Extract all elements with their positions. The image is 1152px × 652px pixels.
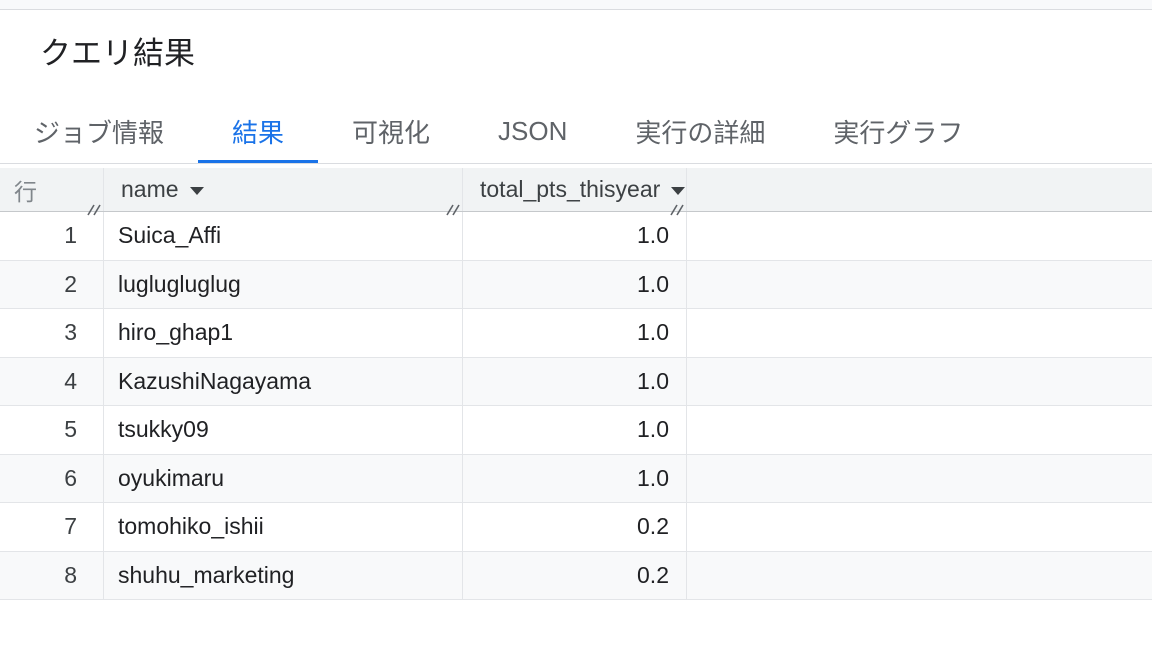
column-resize-handle[interactable]	[669, 197, 685, 216]
column-total-pts-label: total_pts_thisyear	[480, 176, 661, 202]
table-row: 7 tomohiko_ishii 0.2	[0, 503, 1152, 552]
row-number-cell: 1	[0, 212, 104, 260]
name-cell: shuhu_marketing	[104, 551, 463, 599]
tab-job-info[interactable]: ジョブ情報	[34, 118, 165, 148]
table-header-row: 行 name	[0, 168, 1152, 216]
name-cell: tsukky09	[104, 406, 463, 454]
tab-json[interactable]: JSON	[498, 116, 568, 146]
row-number-cell: 3	[0, 309, 104, 357]
row-number-cell: 4	[0, 357, 104, 405]
tab-results[interactable]: 結果	[198, 100, 319, 163]
name-cell: luglugluglug	[104, 260, 463, 308]
row-number-cell: 6	[0, 454, 104, 502]
total-pts-cell: 1.0	[463, 260, 687, 308]
name-cell: oyukimaru	[104, 454, 463, 502]
row-filler	[687, 406, 1152, 454]
table-header-filler	[687, 168, 1152, 211]
tab-execution-details[interactable]: 実行の詳細	[635, 118, 766, 148]
table-row: 6 oyukimaru 1.0	[0, 454, 1152, 503]
tab-execution-graph[interactable]: 実行グラフ	[833, 118, 964, 148]
table-row: 3 hiro_ghap1 1.0	[0, 309, 1152, 358]
row-filler	[687, 212, 1152, 260]
row-filler	[687, 309, 1152, 357]
row-filler	[687, 552, 1152, 600]
total-pts-cell: 0.2	[463, 551, 687, 599]
name-cell: KazushiNagayama	[104, 357, 463, 405]
row-filler	[687, 261, 1152, 309]
column-name-label: name	[121, 176, 179, 202]
row-filler	[687, 503, 1152, 551]
row-number-cell: 8	[0, 551, 104, 599]
column-resize-handle[interactable]	[445, 197, 461, 216]
results-table: 行 name	[0, 168, 1152, 600]
name-cell: hiro_ghap1	[104, 309, 463, 357]
table-row: 5 tsukky09 1.0	[0, 406, 1152, 455]
column-header-name: name	[104, 168, 463, 216]
panel-top-divider	[0, 0, 1152, 10]
row-filler	[687, 455, 1152, 503]
name-cell: tomohiko_ishii	[104, 503, 463, 551]
name-cell: Suica_Affi	[104, 212, 463, 260]
row-number-cell: 2	[0, 260, 104, 308]
caret-down-icon	[671, 187, 686, 195]
column-header-total-pts-thisyear: total_pts_thisyear	[463, 168, 687, 216]
row-header-label: 行	[14, 178, 37, 205]
total-pts-cell: 1.0	[463, 309, 687, 357]
table-row: 2 luglugluglug 1.0	[0, 260, 1152, 309]
total-pts-cell: 0.2	[463, 503, 687, 551]
page-title: クエリ結果	[40, 36, 195, 71]
total-pts-cell: 1.0	[463, 357, 687, 405]
table-row: 4 KazushiNagayama 1.0	[0, 357, 1152, 406]
results-tabbar: ジョブ情報 結果 可視化 JSON 実行の詳細 実行グラフ	[0, 100, 1152, 164]
caret-down-icon	[189, 187, 204, 195]
table-body: 1 Suica_Affi 1.0 2 luglugluglug 1.0 3 hi…	[0, 212, 1152, 600]
column-header-row-number: 行	[0, 168, 104, 216]
column-resize-handle[interactable]	[86, 197, 102, 216]
total-pts-cell: 1.0	[463, 454, 687, 502]
total-pts-cell: 1.0	[463, 406, 687, 454]
table-row: 8 shuhu_marketing 0.2	[0, 551, 1152, 600]
total-pts-cell: 1.0	[463, 212, 687, 260]
column-menu-button-total-pts-thisyear[interactable]: total_pts_thisyear	[480, 176, 686, 203]
row-number-cell: 7	[0, 503, 104, 551]
column-menu-button-name[interactable]: name	[121, 176, 204, 203]
row-number-cell: 5	[0, 406, 104, 454]
row-filler	[687, 358, 1152, 406]
table-row: 1 Suica_Affi 1.0	[0, 212, 1152, 261]
tab-visualization[interactable]: 可視化	[352, 118, 431, 148]
